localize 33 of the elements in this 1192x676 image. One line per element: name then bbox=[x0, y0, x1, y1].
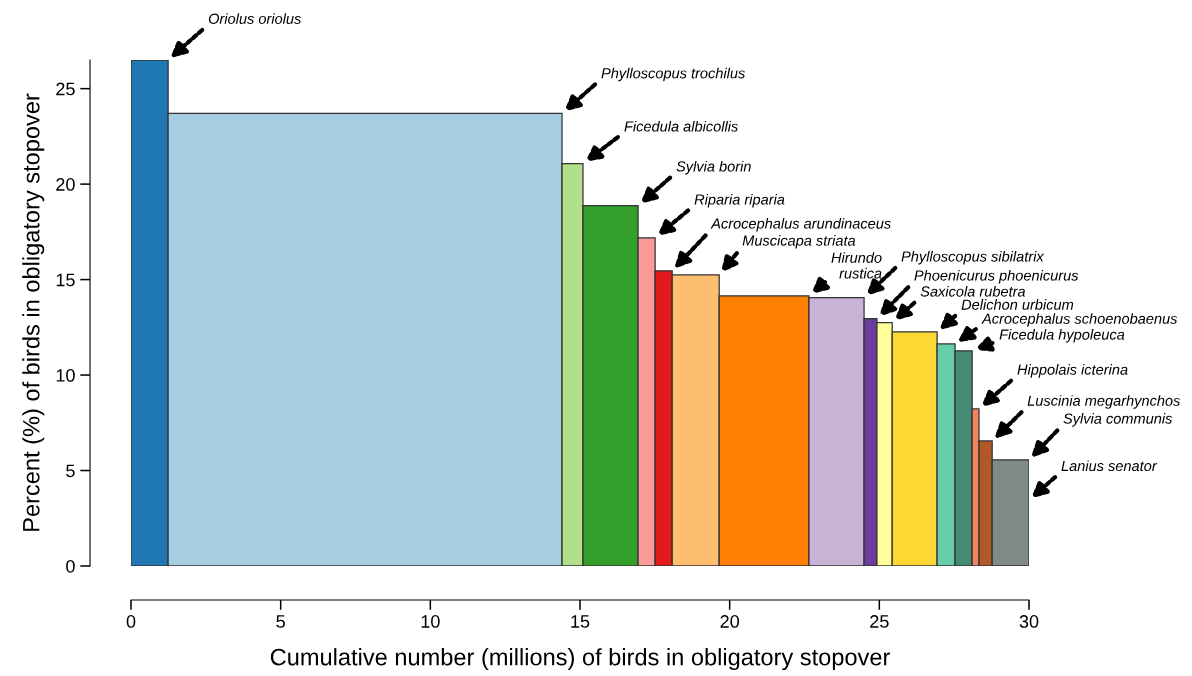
annotation: Delichon urbicum bbox=[961, 299, 1074, 310]
y-axis-title: Percent (%) of birds in obligatory stopover bbox=[22, 93, 45, 531]
x-tick-label: 25 bbox=[870, 615, 889, 628]
annotation: Acrocephalus arundinaceus bbox=[710, 218, 891, 232]
x-axis-title: Cumulative number (millions) of birds in obligatory stopover bbox=[270, 648, 890, 671]
annotation: Riparia riparia bbox=[694, 193, 785, 208]
annotation: Phylloscopus sibilatrix bbox=[901, 250, 1045, 265]
x-tick-label: 5 bbox=[276, 615, 285, 628]
annotation: Hippolais icterina bbox=[1017, 364, 1128, 378]
x-tick-label: 15 bbox=[571, 615, 590, 628]
annotation: Saxicola rubetra bbox=[920, 285, 1026, 297]
y-tick-label: 25 bbox=[56, 82, 75, 96]
x-tick-label: 0 bbox=[126, 615, 136, 628]
y-tick-label: 10 bbox=[56, 368, 75, 382]
y-tick-label: 5 bbox=[66, 464, 75, 478]
text: Lanius senator bbox=[1061, 460, 1158, 472]
text: Sylvia communis bbox=[1063, 413, 1173, 427]
annotation: Muscicapa striata bbox=[742, 235, 856, 249]
annotation: Phylloscopus trochilus bbox=[601, 67, 746, 82]
x-tick-label: 30 bbox=[1019, 615, 1039, 628]
annotation: Luscinia megarhynchos bbox=[1027, 395, 1181, 409]
annotation: Acrocephalus schoenobaenus bbox=[981, 313, 1178, 327]
annotation: Hirundo rustica bbox=[831, 252, 882, 279]
y-tick-label: 0 bbox=[66, 559, 75, 573]
text: Oriolus oriolus bbox=[208, 13, 302, 24]
x-tick-label: 20 bbox=[720, 615, 739, 628]
annotation: Phoenicurus phoenicurus bbox=[914, 269, 1079, 284]
annotation: Ficedula albicollis bbox=[624, 120, 738, 132]
y-tick-label: 15 bbox=[56, 273, 75, 287]
annotation: Sylvia borin bbox=[676, 160, 751, 175]
y-tick-label: 20 bbox=[56, 178, 75, 191]
x-tick-label: 10 bbox=[421, 615, 440, 628]
annotation: Ficedula hypoleuca bbox=[999, 329, 1125, 343]
